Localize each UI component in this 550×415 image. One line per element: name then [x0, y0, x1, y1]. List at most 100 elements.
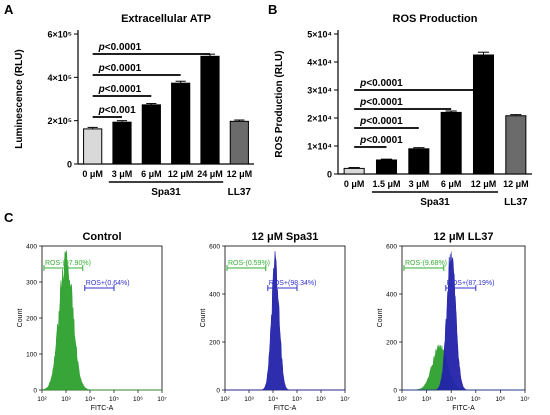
gate-label: ROS-(97.90%) — [45, 260, 91, 267]
histogram-title: Control — [82, 231, 121, 243]
y-axis-label: Luminescence (RLU) — [14, 49, 25, 148]
significance-label: p<0.0001 — [359, 97, 403, 108]
y-tick-label: 3×10⁴ — [307, 86, 332, 96]
y-tick-label: 0 — [393, 388, 397, 395]
x-tick-label: 10⁷ — [157, 396, 167, 403]
x-tick-label: 12 μM — [227, 169, 253, 179]
bar — [505, 115, 527, 175]
x-tick-label: 10⁴ — [446, 396, 456, 403]
y-tick-label: 400 — [209, 292, 220, 299]
bar — [83, 128, 103, 165]
x-axis-label: FITC-A — [91, 405, 114, 412]
y-tick-label: 300 — [26, 280, 37, 287]
panel-letter-a: A — [4, 2, 14, 17]
bar — [375, 159, 398, 175]
panel-letter-c: C — [4, 210, 14, 225]
y-axis-label: Count — [17, 309, 24, 328]
x-tick-label: 6 μM — [141, 169, 162, 179]
x-tick-label: 12 μM — [503, 179, 529, 189]
x-axis-label: FITC-A — [274, 405, 297, 412]
x-tick-label: 10² — [220, 396, 230, 403]
y-tick-label: 400 — [386, 292, 397, 299]
y-tick-label: 100 — [26, 352, 37, 359]
y-tick-label: 600 — [386, 244, 397, 251]
bar — [472, 54, 495, 175]
y-tick-label: 2×10⁵ — [48, 116, 73, 126]
y-tick-label: 2×10⁴ — [307, 114, 332, 124]
histogram-area — [41, 250, 162, 391]
x-tick-label: 10⁷ — [340, 396, 350, 403]
x-tick-label: 10³ — [422, 396, 432, 403]
x-tick-label: 10³ — [61, 396, 71, 403]
group-label: Spa31 — [151, 187, 181, 198]
x-tick-label: 10² — [37, 396, 47, 403]
bar — [229, 120, 249, 165]
bar — [440, 111, 462, 175]
bar — [408, 148, 430, 175]
bar — [112, 121, 132, 165]
y-tick-label: 0 — [327, 170, 332, 180]
chart-extracellular-atp: Extracellular ATP Luminescence (RLU) 0 2×10… — [14, 13, 254, 198]
y-tick-label: 200 — [209, 340, 220, 347]
x-tick-label: 10⁶ — [316, 396, 326, 403]
y-tick-label: 200 — [26, 316, 37, 323]
gate-label: ROS-(9.68%) — [405, 260, 447, 267]
histogram-area — [225, 251, 345, 391]
x-tick-label: 10⁵ — [471, 396, 481, 403]
y-tick-label: 1×10⁴ — [307, 142, 332, 152]
significance-label: p<0.0001 — [359, 116, 403, 127]
gate-label: ROS+(87.19%) — [447, 280, 495, 287]
y-axis-label: Count — [200, 309, 207, 328]
y-tick-label: 200 — [386, 340, 397, 347]
bar — [200, 55, 220, 165]
gate-label: ROS+(98.34%) — [269, 280, 317, 287]
histogram-area — [402, 251, 525, 391]
y-tick-label: 5×10⁴ — [307, 30, 332, 40]
chart-ros-production: ROS Production ROS Production (RLU) 0 1×10⁴… — [274, 13, 532, 208]
x-tick-label: 12 μM — [471, 179, 497, 189]
y-tick-label: 0 — [33, 388, 37, 395]
x-tick-label: 10⁶ — [133, 396, 143, 403]
x-tick-label: 1.5 μM — [372, 179, 400, 189]
y-tick-label: 4×10⁴ — [307, 58, 332, 68]
histogram-area — [402, 344, 525, 391]
x-tick-label: 6 μM — [441, 179, 462, 189]
x-tick-label: 0 μM — [344, 179, 365, 189]
x-tick-label: 10² — [397, 396, 407, 403]
histogram-control: Control 0 100 200 300 400 Count 10² 10³ 10⁴ 10⁵ 10⁶… — [17, 231, 167, 412]
chart-title: ROS Production — [393, 13, 478, 25]
histogram-title: 12 μM Spa31 — [252, 231, 319, 243]
y-tick-label: 400 — [26, 244, 37, 251]
x-tick-label: 10⁶ — [495, 396, 505, 403]
histogram-ll37: 12 μM LL37 0 200 400 600 Count 10² 10³ 10⁴ 10⁵ 10⁶… — [377, 231, 530, 412]
group-label: Spa31 — [420, 197, 450, 208]
y-axis-label: ROS Production (RLU) — [274, 50, 285, 157]
x-tick-label: 10⁵ — [109, 396, 119, 403]
x-tick-label: 10⁴ — [85, 396, 95, 403]
significance-label: p<0.001 — [98, 105, 136, 116]
significance-label: p<0.0001 — [98, 84, 142, 95]
y-axis-label: Count — [377, 309, 384, 328]
x-tick-label: 10⁷ — [520, 396, 530, 403]
significance-label: p<0.0001 — [98, 42, 142, 53]
x-tick-label: 24 μM — [197, 169, 223, 179]
y-tick-label: 600 — [209, 244, 220, 251]
x-tick-label: 12 μM — [168, 169, 194, 179]
bar — [171, 82, 191, 165]
y-tick-label: 4×10⁵ — [48, 73, 73, 83]
gate-label: ROS-(0.59%) — [228, 260, 270, 267]
x-tick-label: 0 μM — [82, 169, 103, 179]
x-tick-label: 10⁵ — [292, 396, 302, 403]
x-tick-label: 3 μM — [112, 169, 133, 179]
chart-title: Extracellular ATP — [121, 13, 211, 25]
x-tick-label: 3 μM — [409, 179, 430, 189]
histogram-title: 12 μM LL37 — [434, 231, 494, 243]
panel-letter-b: B — [268, 2, 277, 17]
y-tick-label: 6×10⁵ — [48, 30, 73, 40]
x-axis-label: FITC-A — [452, 405, 475, 412]
significance-label: p<0.0001 — [359, 135, 403, 146]
bar — [343, 167, 365, 175]
gate-label: ROS+(0.64%) — [86, 280, 130, 287]
significance-label: p<0.0001 — [359, 78, 403, 89]
